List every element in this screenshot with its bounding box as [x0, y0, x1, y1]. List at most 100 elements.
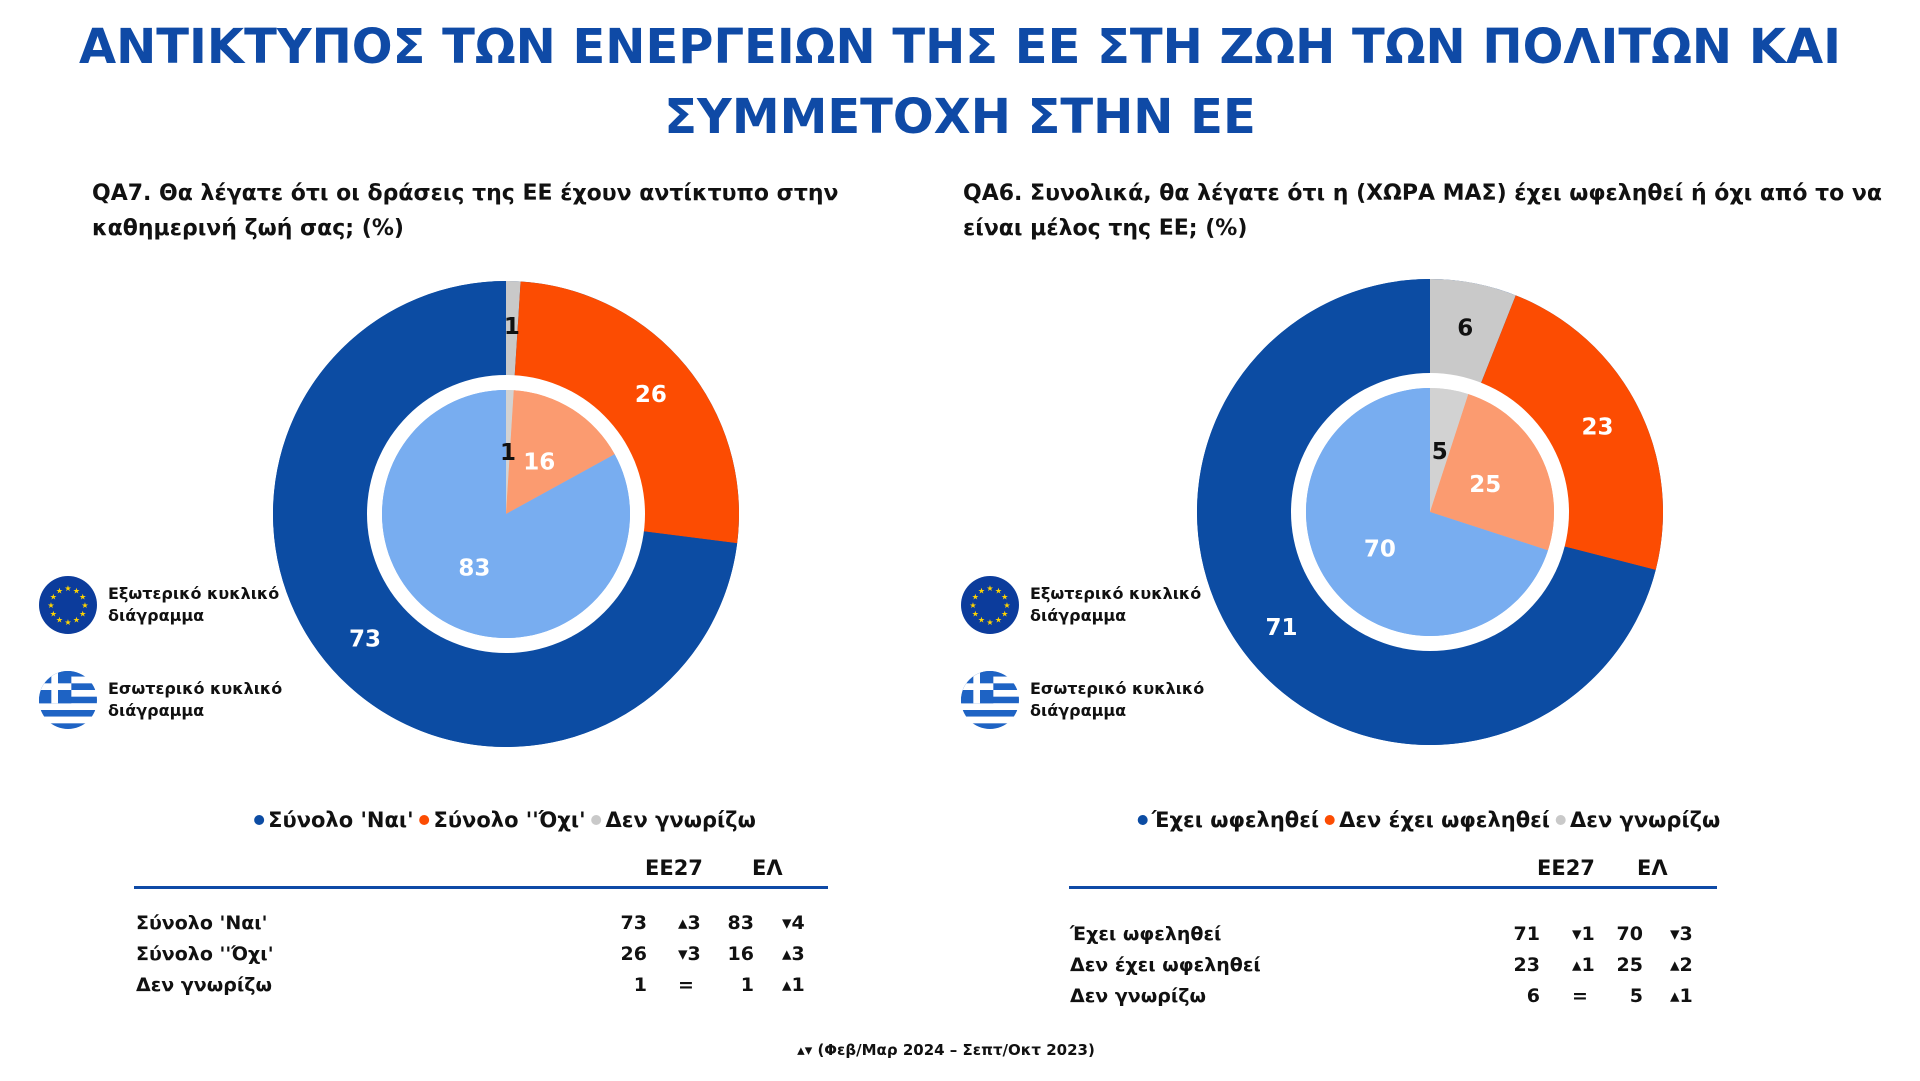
svg-text:★: ★ — [47, 601, 54, 610]
eu27-value: 23 — [1513, 954, 1540, 976]
legend-dot-icon — [1325, 815, 1336, 825]
eu27-change: = — [678, 974, 694, 996]
gr-value: 83 — [727, 912, 754, 934]
outer-ring-legend-text: Εξωτερικό κυκλικό διάγραμμα — [1030, 584, 1202, 625]
svg-text:★: ★ — [995, 586, 1002, 595]
row-label: Δεν γνωρίζω — [136, 974, 272, 996]
footer-note: ▴▾ (Φεβ/Μαρ 2024 – Σεπτ/Οκτ 2023) — [797, 1041, 1095, 1059]
data-label-inner-1: 16 — [523, 450, 555, 476]
svg-text:★: ★ — [64, 584, 71, 593]
col-header-gr: ΕΛ — [1637, 856, 1668, 880]
gr-value: 70 — [1616, 923, 1643, 945]
gr-value: 25 — [1616, 954, 1643, 976]
eu27-value: 6 — [1526, 985, 1540, 1007]
legend-item: Έχει ωφεληθεί — [1132, 808, 1319, 832]
legend-label: Δεν γνωρίζω — [1570, 808, 1721, 832]
svg-text:★: ★ — [73, 586, 80, 595]
data-label-outer-0: 73 — [349, 626, 381, 652]
svg-text:★: ★ — [969, 601, 976, 610]
data-label-inner-2: 5 — [1432, 439, 1448, 465]
question-qa6: QA6. Συνολικά, θα λέγατε ότι η (ΧΩΡΑ ΜΑΣ… — [963, 181, 1883, 241]
gr-change: ▴1 — [1670, 985, 1693, 1007]
legend-dot-icon — [1137, 815, 1148, 825]
legend-label: Έχει ωφεληθεί — [1151, 808, 1320, 832]
row-label: Δεν έχει ωφεληθεί — [1070, 954, 1261, 976]
legend-qa6: Έχει ωφεληθεί Δεν έχει ωφεληθεί Δεν γνωρίζ… — [1132, 808, 1720, 832]
eu-flag-icon: ★ ★★★★★★★★★★★ — [961, 576, 1019, 634]
gr-change: ▴1 — [782, 974, 805, 996]
inner-ring-legend: Εσωτερικό κυκλικό διάγραμμα — [960, 670, 1210, 730]
col-header-gr: ΕΛ — [752, 856, 783, 880]
svg-text:★: ★ — [79, 593, 86, 602]
svg-text:★: ★ — [50, 610, 57, 619]
eu27-value: 71 — [1513, 923, 1540, 945]
svg-text:★: ★ — [79, 610, 86, 619]
outer-ring-legend: ★ ★ ★ ★ ★ ★ ★ ★ ★ ★ ★ ★ Εξωτερικό κυκλικό διάγραμμα — [38, 575, 288, 635]
eu27-value: 1 — [633, 974, 647, 996]
gr-change: ▾4 — [782, 912, 805, 934]
svg-text:★: ★ — [73, 616, 80, 625]
row-label: Σύνολο ''Όχι' — [136, 943, 274, 965]
gr-change: ▴2 — [1670, 954, 1693, 976]
svg-text:★: ★ — [50, 593, 57, 602]
outer-ring-legend: ★ ★ ★ ★ ★ ★ ★ ★ ★ ★ ★ ★ Εξωτερικό κυκλικό διάγραμμα — [960, 575, 1210, 635]
row-label: Έχει ωφεληθεί — [1070, 923, 1222, 945]
svg-text:★: ★ — [1001, 610, 1008, 619]
svg-text:★: ★ — [81, 601, 88, 610]
data-label-outer-2: 6 — [1457, 315, 1473, 341]
inner-ring-legend-text: Εσωτερικό κυκλικό διάγραμμα — [1030, 679, 1205, 720]
inner-slice-0 — [381, 390, 630, 638]
svg-text:★: ★ — [986, 618, 993, 627]
gr-value: 16 — [727, 943, 754, 965]
inner-slice-2 — [1430, 388, 1469, 512]
gr-change: ▴3 — [782, 943, 805, 965]
table-divider — [134, 886, 828, 889]
legend-label: Σύνολο ''Όχι' — [433, 808, 586, 832]
title-line-2: ΣΥΜΜΕΤΟΧΗ ΣΤΗΝ ΕΕ — [664, 89, 1256, 145]
data-label-outer-1: 23 — [1582, 415, 1614, 441]
inner-slice-2 — [506, 390, 514, 514]
eu27-change: ▴1 — [1572, 954, 1595, 976]
inner-ring-legend-text: Εσωτερικό κυκλικό διάγραμμα — [108, 679, 283, 720]
svg-text:★: ★ — [1003, 601, 1010, 610]
svg-text:★: ★ — [56, 616, 63, 625]
inner-slice-0 — [1306, 388, 1548, 636]
title-line-1: ΑΝΤΙΚΤΥΠΟΣ ΤΩΝ ΕΝΕΡΓΕΙΩΝ ΤΗΣ ΕΕ ΣΤΗ ΖΩΗ … — [78, 19, 1842, 75]
legend-dot-icon — [1556, 815, 1566, 825]
eu27-value: 73 — [620, 912, 647, 934]
legend-label: Δεν γνωρίζω — [605, 808, 756, 832]
data-label-outer-1: 26 — [635, 382, 667, 408]
page-title: ΑΝΤΙΚΤΥΠΟΣ ΤΩΝ ΕΝΕΡΓΕΙΩΝ ΤΗΣ ΕΕ ΣΤΗ ΖΩΗ … — [0, 12, 1920, 152]
greek-flag-icon — [961, 671, 1019, 729]
inner-slice-1 — [506, 390, 615, 514]
legend-dot-icon — [419, 815, 430, 825]
table-divider — [1069, 886, 1717, 889]
outer-ring-legend-text: Εξωτερικό κυκλικό διάγραμμα — [108, 584, 280, 625]
legend-item: Δεν γνωρίζω — [1550, 808, 1720, 832]
legend-item: Δεν γνωρίζω — [586, 808, 756, 832]
data-label-inner-0: 70 — [1364, 536, 1396, 562]
inner-ring-legend: Εσωτερικό κυκλικό διάγραμμα — [38, 670, 288, 730]
gr-value: 1 — [740, 974, 754, 996]
svg-text:★: ★ — [986, 584, 993, 593]
svg-text:★: ★ — [972, 593, 979, 602]
row-label: Σύνολο 'Ναι' — [136, 912, 268, 934]
legend-item: Δεν έχει ωφεληθεί — [1319, 808, 1550, 832]
gr-change: ▾3 — [1670, 923, 1693, 945]
greek-flag-icon — [39, 671, 97, 729]
svg-text:★: ★ — [978, 616, 985, 625]
svg-text:★: ★ — [64, 618, 71, 627]
legend-qa7: Σύνολο 'Ναι' Σύνολο ''Όχι' Δεν γνωρίζω — [248, 808, 756, 832]
gr-value: 5 — [1629, 985, 1643, 1007]
legend-label: Σύνολο 'Ναι' — [268, 808, 414, 832]
eu-flag-icon: ★ ★★★★★★★★★★★ — [39, 576, 97, 634]
col-header-eu27: ΕΕ27 — [1537, 856, 1595, 880]
svg-text:★: ★ — [1001, 593, 1008, 602]
data-label-inner-0: 83 — [458, 555, 490, 581]
inner-slice-1 — [1430, 394, 1554, 551]
svg-text:★: ★ — [995, 616, 1002, 625]
eu27-change: = — [1572, 985, 1588, 1007]
row-label: Δεν γνωρίζω — [1070, 985, 1206, 1007]
svg-text:★: ★ — [978, 586, 985, 595]
